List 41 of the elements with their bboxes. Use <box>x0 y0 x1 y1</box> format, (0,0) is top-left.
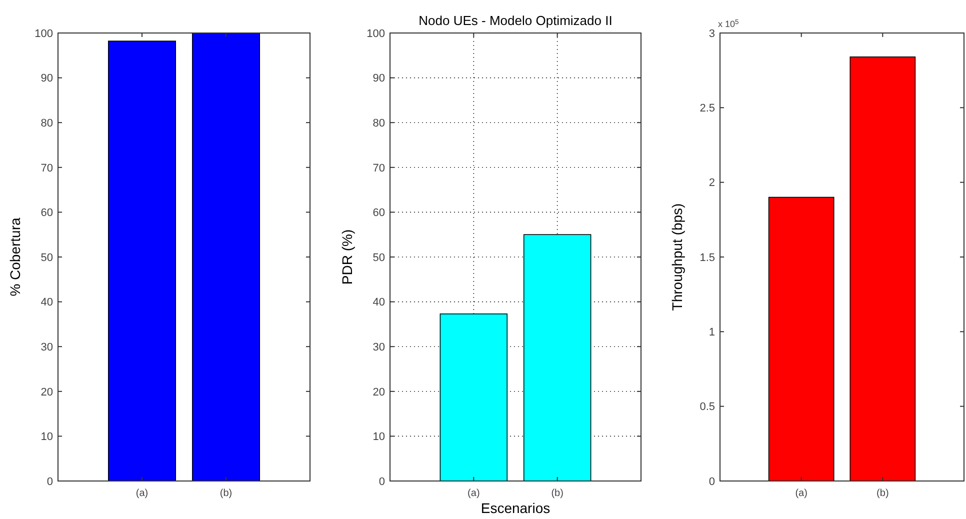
y-tick-label: 10 <box>40 431 53 444</box>
y-tick-label: 3 <box>708 28 715 40</box>
y-axis-title: % Cobertura <box>7 217 23 296</box>
y-tick-label: 70 <box>40 162 53 174</box>
y-tick-label: 90 <box>40 72 53 85</box>
y-tick-label: 0.5 <box>700 401 715 414</box>
y-tick-label: 90 <box>372 72 385 85</box>
y-tick-label: 2.5 <box>700 102 715 115</box>
x-tick-label: (a) <box>468 488 480 499</box>
y-tick-label: 80 <box>40 117 53 130</box>
x-tick-label: (a) <box>136 488 148 499</box>
y-tick-label: 20 <box>372 386 385 398</box>
y-tick-label: 10 <box>372 431 385 444</box>
y-tick-label: 50 <box>372 252 385 264</box>
y-tick-label: 70 <box>372 162 385 174</box>
y-tick-label: 30 <box>40 341 53 354</box>
y-tick-label: 100 <box>34 28 53 40</box>
y-tick-label: 30 <box>372 341 385 354</box>
y-tick-label: 100 <box>366 28 385 40</box>
y-tick-label: 0 <box>46 476 53 488</box>
x-tick-label: (b) <box>876 488 889 499</box>
x-tick-label: (a) <box>795 488 808 499</box>
y-axis-title: PDR (%) <box>339 229 355 285</box>
y-tick-label: 1.5 <box>700 252 715 264</box>
y-tick-label: 80 <box>372 117 385 130</box>
y-tick-label: 1 <box>708 326 715 339</box>
x-tick-label: (b) <box>220 488 232 499</box>
y-tick-label: 50 <box>40 252 53 264</box>
y-axis-title: Throughput (bps) <box>669 203 685 311</box>
y-tick-label: 40 <box>40 296 53 309</box>
y-tick-label: 60 <box>372 207 385 220</box>
y-tick-label: 0 <box>378 476 385 488</box>
y-tick-label: 60 <box>40 207 53 220</box>
y-tick-label: 0 <box>708 476 715 488</box>
y-tick-label: 2 <box>708 177 715 190</box>
y-tick-label: 20 <box>40 386 53 398</box>
x-axis-title: Escenarios <box>480 500 550 516</box>
x-tick-label: (b) <box>551 488 564 499</box>
text: x 10$^{5}$ <box>718 18 740 29</box>
y-tick-label: 40 <box>372 296 385 309</box>
chart-title: Nodo UEs - Modelo Optimizado II <box>418 13 612 28</box>
